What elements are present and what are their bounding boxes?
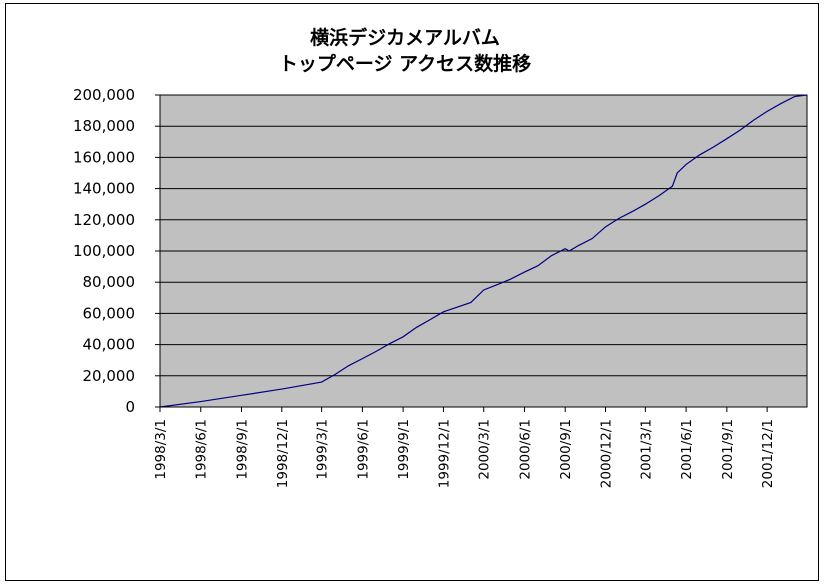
y-tick-label: 40,000 [83, 336, 136, 354]
x-tick-label: 1998/3/1 [153, 419, 169, 480]
x-tick-label: 2000/12/1 [599, 419, 615, 488]
x-tick-label: 1999/12/1 [436, 419, 452, 488]
x-tick-label: 2001/3/1 [638, 419, 654, 480]
y-tick-label: 100,000 [73, 242, 135, 260]
y-axis-ticks: 0 20,000 40,000 60,000 80,000 100,000 120,000 1… [73, 86, 160, 416]
y-tick-label: 140,000 [73, 180, 135, 198]
gridlines [160, 125, 807, 377]
x-tick-label: 1998/9/1 [234, 419, 250, 480]
x-tick-label: 2001/9/1 [720, 419, 736, 480]
x-tick-label: 2000/3/1 [477, 419, 493, 480]
y-tick-label: 20,000 [83, 367, 136, 385]
series-line [159, 94, 808, 408]
chart-title-line-1: 横浜デジカメアルバム [310, 26, 500, 49]
x-tick-label: 1998/6/1 [194, 419, 210, 480]
x-tick-label: 2000/9/1 [558, 419, 574, 480]
y-tick-label: 80,000 [83, 273, 136, 291]
x-tick-label: 1998/12/1 [275, 419, 291, 488]
x-tick-label: 2001/6/1 [679, 419, 695, 480]
y-tick-label: 200,000 [73, 86, 135, 104]
x-axis-ticks: 1998/3/1 1998/6/1 1998/9/1 1998/12/1 1999/3/… [153, 407, 776, 488]
chart-title-line-2: トップページ アクセス数推移 [279, 52, 531, 75]
y-tick-label: 60,000 [83, 304, 136, 322]
y-tick-label: 0 [125, 398, 135, 416]
x-tick-label: 2000/6/1 [517, 419, 533, 480]
x-tick-label: 2001/12/1 [760, 419, 776, 488]
y-tick-label: 120,000 [73, 211, 135, 229]
x-tick-label: 1999/6/1 [355, 419, 371, 480]
y-tick-label: 160,000 [73, 148, 135, 166]
x-tick-label: 1999/9/1 [396, 419, 412, 480]
x-tick-label: 1999/3/1 [315, 419, 331, 480]
y-tick-label: 180,000 [73, 117, 135, 135]
